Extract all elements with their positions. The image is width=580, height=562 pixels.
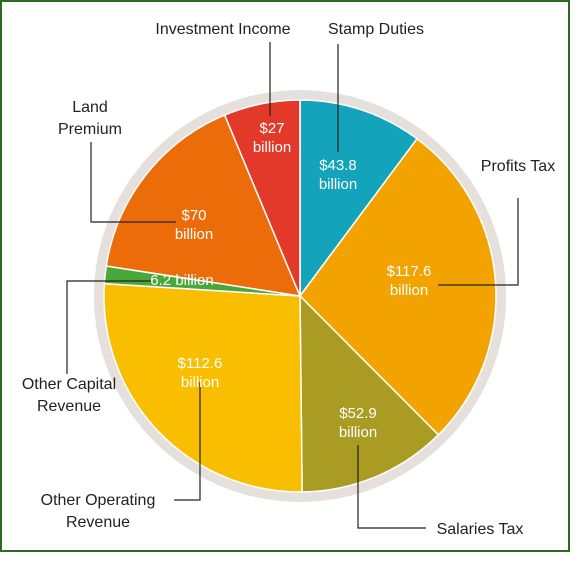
pie-slice-salaries-tax xyxy=(299,294,440,493)
category-label-land-premium: Land Premium xyxy=(58,99,122,138)
category-label-other-capital-revenue: Other Capital Revenue xyxy=(22,376,116,415)
category-label-investment-income: Investment Income xyxy=(155,21,290,38)
pie-slice-investment-income xyxy=(223,99,301,297)
category-label-stamp-duties: Stamp Duties xyxy=(328,21,424,38)
leader-line-profits-tax xyxy=(438,198,519,286)
pie-slice-stamp-duties xyxy=(299,99,419,299)
value-label-stamp-duties: $43.8 billion xyxy=(319,157,357,193)
value-label-profits-tax: $117.6 billion xyxy=(387,263,432,299)
category-label-profits-tax: Profits Tax xyxy=(481,158,555,175)
value-label-other-operating-revenue: $112.6 billion xyxy=(178,355,223,391)
value-label-land-premium: $70 billion xyxy=(175,207,213,243)
category-label-salaries-tax: Salaries Tax xyxy=(437,521,524,538)
pie-slice-other-operating-revenue xyxy=(103,282,303,493)
pie-slice-profits-tax xyxy=(299,137,497,436)
leader-line-other-capital-revenue xyxy=(66,280,152,374)
value-label-investment-income: $27 billion xyxy=(253,120,291,156)
leader-line-other-operating-revenue xyxy=(174,382,201,501)
leader-line-salaries-tax xyxy=(357,445,426,529)
leader-line-land-premium xyxy=(90,142,176,223)
value-label-salaries-tax: $52.9 billion xyxy=(339,405,377,441)
category-label-other-operating-revenue: Other Operating Revenue xyxy=(41,492,156,531)
value-label-other-capital-revenue: 6.2 billion xyxy=(150,272,213,289)
pie-slice-land-premium xyxy=(105,114,302,297)
